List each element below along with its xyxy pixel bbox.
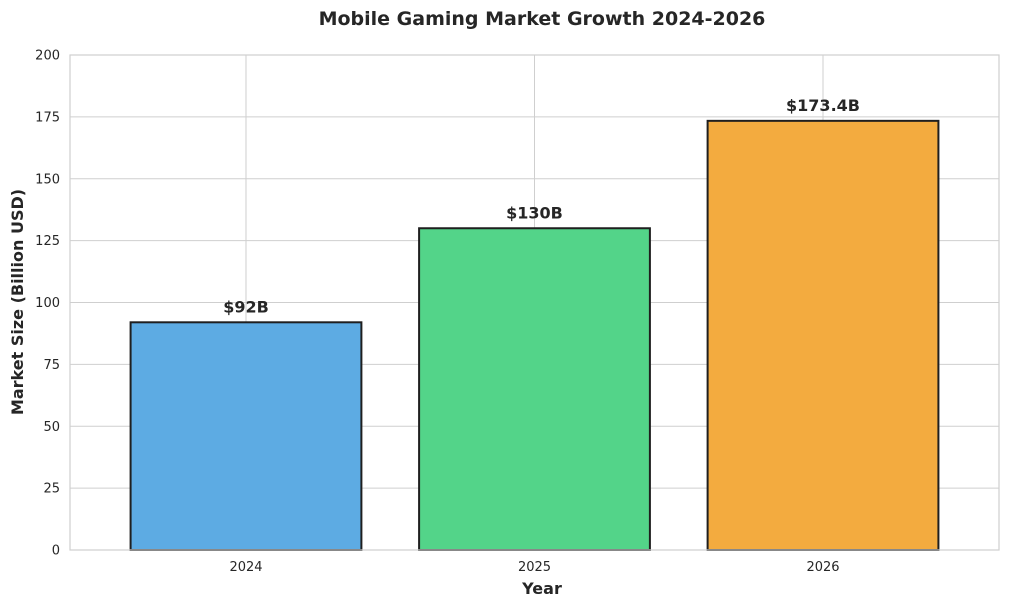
x-tick-label: 2025 — [518, 560, 551, 575]
y-tick-label: 100 — [35, 296, 60, 311]
x-tick-label: 2026 — [806, 560, 839, 575]
y-tick-label: 0 — [52, 544, 60, 559]
bar-2024 — [129, 321, 363, 551]
y-tick-label: 25 — [43, 482, 60, 497]
chart-title: Mobile Gaming Market Growth 2024-2026 — [319, 8, 766, 30]
y-tick-label: 125 — [35, 234, 60, 249]
data-label-2025: $130B — [506, 203, 563, 222]
x-tick-label: 2024 — [229, 560, 262, 575]
x-axis-label: Year — [521, 579, 562, 598]
y-tick-label: 150 — [35, 172, 60, 187]
y-tick-label: 175 — [35, 110, 60, 125]
y-axis-label: Market Size (Billion USD) — [8, 189, 27, 415]
data-labels: $92B $130B $173.4B — [223, 96, 860, 316]
y-tick-label: 200 — [35, 49, 60, 64]
y-tick-label: 50 — [43, 420, 60, 435]
bars — [129, 119, 940, 552]
bar-2026 — [706, 119, 940, 552]
bar-2025 — [418, 227, 651, 551]
plot-frame — [69, 54, 1000, 551]
axis-ticks: 0 25 50 75 100 125 150 175 200 2024 2025 2026 — [35, 49, 839, 576]
y-tick-label: 75 — [43, 358, 60, 373]
data-label-2026: $173.4B — [786, 96, 860, 115]
data-label-2024: $92B — [223, 297, 269, 316]
